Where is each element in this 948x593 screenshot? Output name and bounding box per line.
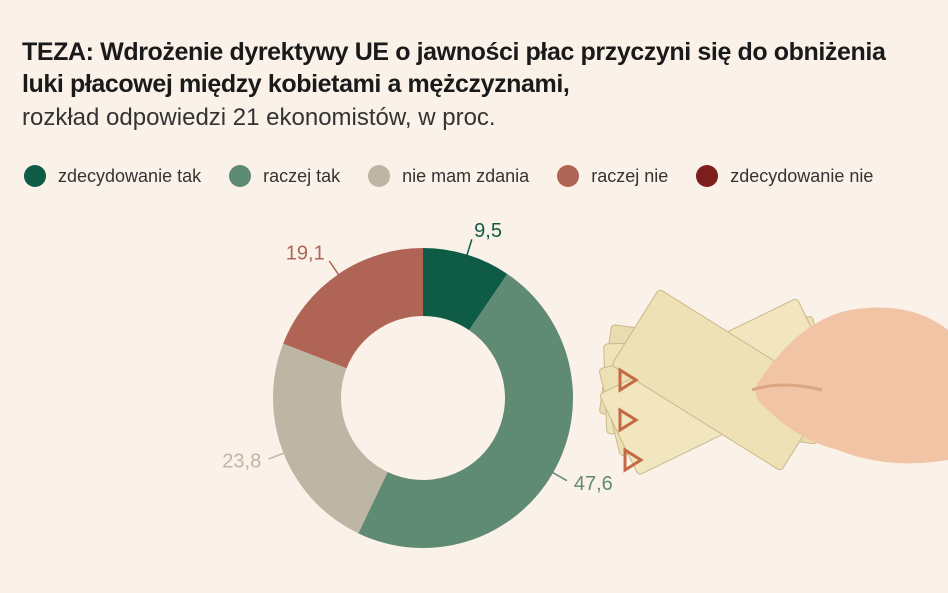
legend-swatch — [368, 165, 391, 187]
legend-label: zdecydowanie tak — [58, 165, 202, 186]
donut-slice — [283, 248, 423, 369]
legend-item: zdecydowanie nie — [696, 165, 873, 187]
legend-label: raczej tak — [263, 165, 341, 186]
legend-swatch — [24, 165, 46, 187]
leader-line — [328, 260, 341, 277]
leader-line — [268, 451, 286, 460]
leader-line — [550, 471, 568, 482]
legend-swatch — [696, 165, 719, 187]
chart-subtitle: rozkład odpowiedzi 21 ekonomistów, w pro… — [22, 104, 496, 131]
legend-item: nie mam zdania — [368, 165, 529, 187]
chart-title: TEZA: Wdrożenie dyrektywy UE o jawności … — [22, 38, 886, 98]
legend-label: nie mam zdania — [402, 165, 530, 186]
donut-slice — [273, 343, 388, 534]
data-label: 19,1 — [286, 243, 325, 265]
donut-slice — [358, 273, 573, 548]
money-illustration — [599, 289, 948, 475]
legend-item: zdecydowanie tak — [24, 165, 201, 187]
legend-label: zdecydowanie nie — [730, 165, 874, 186]
legend-label: raczej nie — [591, 165, 669, 186]
donut-slice — [423, 248, 508, 331]
legend: zdecydowanie tak raczej tak nie mam zdania… — [24, 165, 873, 187]
legend-item: raczej tak — [229, 165, 340, 187]
data-label: 23,8 — [222, 450, 261, 472]
legend-swatch — [229, 165, 252, 187]
data-label: 9,5 — [474, 220, 502, 242]
legend-item: raczej nie — [557, 165, 668, 187]
data-label: 47,6 — [574, 473, 613, 495]
donut: 9,5 47,6 23,8 19,1 — [222, 220, 613, 548]
legend-swatch — [557, 165, 580, 187]
leader-line — [465, 239, 473, 257]
